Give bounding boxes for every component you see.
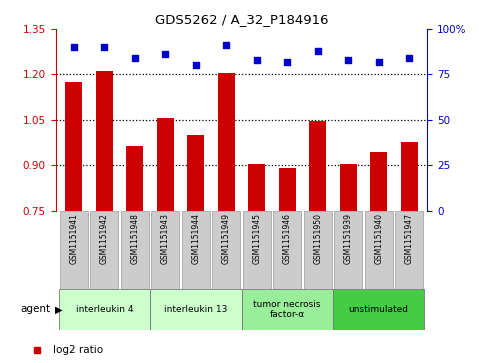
Text: GSM1151944: GSM1151944 bbox=[191, 213, 200, 264]
Text: GSM1151945: GSM1151945 bbox=[252, 213, 261, 264]
Point bbox=[222, 42, 230, 48]
Bar bbox=[187, 135, 204, 211]
Text: GSM1151942: GSM1151942 bbox=[100, 213, 109, 264]
Title: GDS5262 / A_32_P184916: GDS5262 / A_32_P184916 bbox=[155, 13, 328, 26]
Bar bbox=[151, 211, 179, 289]
Text: GSM1151950: GSM1151950 bbox=[313, 213, 322, 264]
Bar bbox=[365, 211, 393, 289]
Bar bbox=[309, 121, 326, 211]
Bar bbox=[395, 211, 423, 289]
Bar bbox=[182, 211, 210, 289]
Bar bbox=[58, 289, 150, 330]
Text: agent: agent bbox=[21, 305, 51, 314]
Point bbox=[375, 59, 383, 65]
Bar bbox=[127, 146, 143, 211]
Bar bbox=[304, 211, 332, 289]
Point bbox=[253, 57, 261, 63]
Bar bbox=[248, 164, 265, 211]
Point bbox=[161, 52, 169, 57]
Bar bbox=[273, 211, 301, 289]
Bar bbox=[212, 211, 240, 289]
Text: GSM1151949: GSM1151949 bbox=[222, 213, 231, 264]
Bar bbox=[279, 168, 296, 211]
Text: GSM1151948: GSM1151948 bbox=[130, 213, 139, 264]
Bar bbox=[242, 289, 333, 330]
Text: unstimulated: unstimulated bbox=[349, 305, 409, 314]
Point bbox=[284, 59, 291, 65]
Text: ▶: ▶ bbox=[55, 305, 62, 314]
Text: interleukin 4: interleukin 4 bbox=[75, 305, 133, 314]
Bar bbox=[66, 82, 82, 211]
Text: log2 ratio: log2 ratio bbox=[53, 345, 103, 355]
Text: GSM1151947: GSM1151947 bbox=[405, 213, 413, 264]
Bar bbox=[370, 152, 387, 211]
Text: GSM1151941: GSM1151941 bbox=[70, 213, 78, 264]
Point bbox=[405, 55, 413, 61]
Text: GSM1151940: GSM1151940 bbox=[374, 213, 383, 264]
Bar bbox=[243, 211, 271, 289]
Bar bbox=[90, 211, 118, 289]
Text: GSM1151943: GSM1151943 bbox=[161, 213, 170, 264]
Bar bbox=[121, 211, 149, 289]
Point bbox=[344, 57, 352, 63]
Bar bbox=[150, 289, 242, 330]
Point bbox=[314, 48, 322, 54]
Bar bbox=[218, 73, 235, 211]
Text: GSM1151946: GSM1151946 bbox=[283, 213, 292, 264]
Bar bbox=[60, 211, 88, 289]
Point bbox=[131, 55, 139, 61]
Point bbox=[100, 44, 108, 50]
Point bbox=[192, 62, 199, 68]
Bar bbox=[96, 72, 113, 211]
Text: interleukin 13: interleukin 13 bbox=[164, 305, 227, 314]
Bar bbox=[334, 211, 362, 289]
Bar bbox=[333, 289, 425, 330]
Bar bbox=[340, 164, 356, 211]
Point bbox=[33, 347, 41, 353]
Text: GSM1151939: GSM1151939 bbox=[344, 213, 353, 264]
Bar bbox=[157, 118, 174, 211]
Text: tumor necrosis
factor-α: tumor necrosis factor-α bbox=[254, 300, 321, 319]
Bar bbox=[401, 143, 417, 211]
Point bbox=[70, 44, 78, 50]
